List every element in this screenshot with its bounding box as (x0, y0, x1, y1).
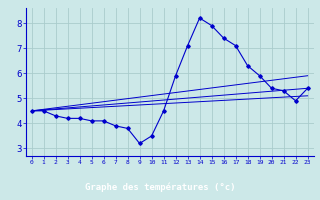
Text: Graphe des températures (°c): Graphe des températures (°c) (85, 182, 235, 192)
